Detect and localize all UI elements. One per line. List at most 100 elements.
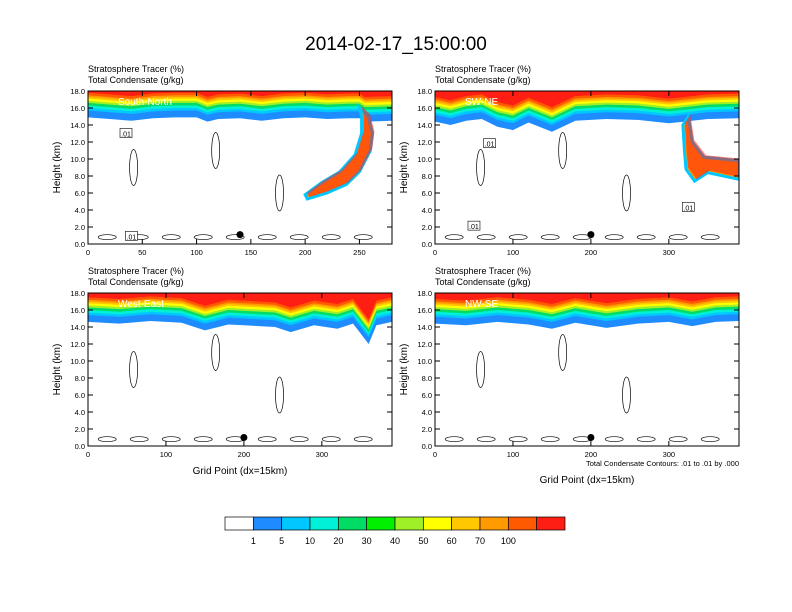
colorbar-swatch (309, 516, 339, 531)
chart-panel: West-East Stratosphere Tracer (%)Total Co… (52, 266, 393, 477)
y-tick-label: 2.0 (422, 425, 432, 434)
y-tick-label: 8.0 (75, 374, 85, 383)
condensate-contour (700, 436, 720, 443)
condensate-contour (540, 234, 560, 241)
condensate-contour (636, 436, 656, 443)
condensate-contour (275, 174, 284, 212)
condensate-contour (97, 436, 117, 443)
colorbar-swatch (507, 516, 538, 531)
x-tick-label: 100 (507, 450, 520, 459)
chart-panel: .01 .01 .01 SW-NE Stratosphere Tracer (%)Tot… (399, 64, 740, 257)
y-tick-label: 14.0 (417, 121, 432, 130)
colorbar-label: 1 (251, 536, 256, 546)
colorbar-label: 50 (418, 536, 428, 546)
colorbar-label: 30 (362, 536, 372, 546)
x-tick-label: 300 (663, 450, 676, 459)
condensate-contour (636, 234, 656, 241)
x-tick-label: 100 (160, 450, 173, 459)
y-tick-label: 12.0 (417, 340, 432, 349)
panel-title-tracer: Stratosphere Tracer (%) (435, 64, 531, 74)
condensate-contour (289, 234, 309, 241)
tracer-band (88, 293, 392, 320)
y-tick-label: 12.0 (70, 340, 85, 349)
x-tick-label: 250 (353, 248, 366, 257)
tracer-intrusion-core (684, 114, 739, 180)
panel-label: West-East (118, 299, 164, 310)
y-tick-label: 16.0 (70, 104, 85, 113)
condensate-contour (97, 234, 117, 241)
contour-label-box (467, 220, 481, 231)
colorbar-label: 40 (390, 536, 400, 546)
colorbar-label: 10 (305, 536, 315, 546)
condensate-contour (211, 334, 221, 371)
x-tick-label: 200 (585, 248, 598, 257)
location-marker (240, 434, 248, 441)
condensate-contour (508, 436, 528, 443)
condensate-contour (476, 436, 496, 443)
y-tick-label: 2.0 (75, 425, 85, 434)
y-tick-label: 2.0 (422, 223, 432, 232)
condensate-contour (444, 234, 464, 241)
x-tick-label: 200 (585, 450, 598, 459)
y-tick-label: 18.0 (70, 87, 85, 96)
panel-label: NW-SE (465, 299, 498, 310)
y-tick-label: 6.0 (422, 189, 432, 198)
colorbar-swatch (337, 516, 368, 531)
y-axis-label: Height (km) (399, 142, 410, 194)
x-tick-label: 300 (663, 248, 676, 257)
y-tick-label: 6.0 (75, 391, 85, 400)
condensate-contour (129, 149, 138, 186)
y-tick-label: 12.0 (70, 138, 85, 147)
y-axis-label: Height (km) (52, 344, 63, 396)
plot-frame (87, 90, 393, 245)
y-tick-label: 0.0 (422, 240, 432, 249)
condensate-contour (193, 234, 213, 241)
condensate-contour (700, 234, 720, 241)
contour-footnote: Total Condensate Contours: .01 to .01 by… (586, 459, 739, 468)
y-tick-label: 8.0 (422, 172, 432, 181)
colorbar-swatch (394, 516, 424, 531)
colorbar-swatch (536, 516, 566, 531)
y-tick-label: 18.0 (70, 289, 85, 298)
panel-title-condensate: Total Condensate (g/kg) (88, 277, 184, 287)
x-tick-label: 0 (433, 450, 437, 459)
condensate-contour (540, 436, 560, 443)
y-tick-label: 10.0 (417, 155, 432, 164)
plot-frame (434, 90, 740, 245)
y-tick-label: 2.0 (75, 223, 85, 232)
panels: .01 .01 South-North Stratosphere Tracer (%)… (52, 64, 740, 486)
figure-title: 2014-02-17_15:00:00 (305, 34, 487, 55)
contour-label: .01 (121, 132, 131, 139)
y-tick-label: 16.0 (70, 306, 85, 315)
y-tick-label: 4.0 (75, 206, 85, 215)
y-tick-label: 6.0 (75, 189, 85, 198)
y-tick-label: 0.0 (75, 240, 85, 249)
colorbar-label: 100 (501, 536, 516, 546)
y-tick-label: 8.0 (422, 374, 432, 383)
y-tick-label: 10.0 (70, 155, 85, 164)
condensate-contour (275, 376, 284, 414)
x-axis-label: Grid Point (dx=15km) (540, 475, 635, 486)
panel-title-condensate: Total Condensate (g/kg) (88, 75, 184, 85)
condensate-contour (161, 234, 181, 241)
contour-label: .01 (683, 205, 693, 212)
condensate-contour (604, 436, 624, 443)
colorbar-label: 20 (333, 536, 343, 546)
tracer-band (88, 91, 392, 97)
panel-label: SW-NE (465, 97, 498, 108)
colorbar-swatch (281, 516, 311, 531)
condensate-contour (129, 436, 149, 443)
colorbar-swatch (224, 516, 254, 531)
plot-frame (87, 292, 393, 447)
condensate-contour (211, 132, 221, 169)
panel-title-tracer: Stratosphere Tracer (%) (88, 64, 184, 74)
y-tick-label: 16.0 (417, 306, 432, 315)
y-tick-label: 8.0 (75, 172, 85, 181)
colorbar-label: 70 (475, 536, 485, 546)
panel-title-condensate: Total Condensate (g/kg) (435, 75, 531, 85)
chart-panel: .01 .01 South-North Stratosphere Tracer (%)… (52, 64, 393, 257)
condensate-contour (353, 234, 373, 241)
x-tick-label: 0 (433, 248, 437, 257)
